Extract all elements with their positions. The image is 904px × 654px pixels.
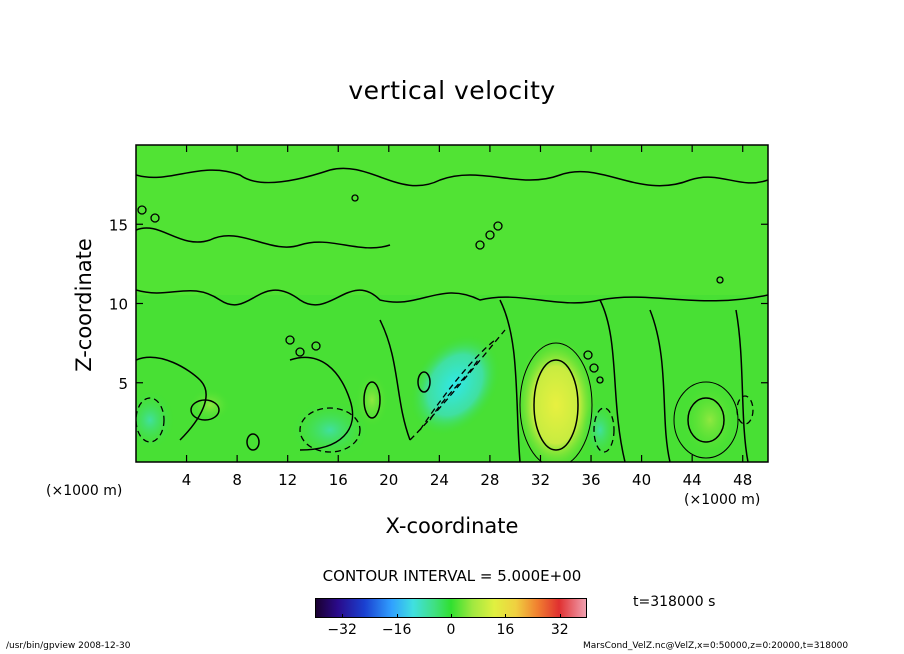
colorbar-tick-label: 16 bbox=[496, 622, 515, 638]
x-tick-label: 24 bbox=[430, 471, 449, 489]
x-tick-label: 32 bbox=[531, 471, 550, 489]
x-tick-label: 40 bbox=[632, 471, 651, 489]
contour-field bbox=[136, 145, 768, 462]
contour-interval: CONTOUR INTERVAL = 5.000E+00 bbox=[322, 567, 582, 585]
y-tick-label: 5 bbox=[118, 375, 128, 393]
x-tick-label: 44 bbox=[683, 471, 702, 489]
colorbar-tick-label: 0 bbox=[446, 622, 456, 638]
x-unit-left: (×1000 m) bbox=[46, 483, 123, 499]
footer-left: /usr/bin/gpview 2008-12-30 bbox=[6, 641, 131, 651]
x-tick-label: 28 bbox=[480, 471, 499, 489]
y-axis-label: Z-coordinate bbox=[72, 238, 96, 372]
colorbar-tick-mark bbox=[396, 614, 398, 618]
colorbar-tick-label: 32 bbox=[550, 622, 569, 638]
x-tick-label: 12 bbox=[278, 471, 297, 489]
x-tick-label: 8 bbox=[232, 471, 242, 489]
updraft-max bbox=[514, 335, 598, 462]
x-tick-label: 16 bbox=[329, 471, 348, 489]
x-tick-label: 36 bbox=[581, 471, 600, 489]
x-unit-right: (×1000 m) bbox=[684, 492, 761, 508]
colorbar-tick-mark bbox=[342, 614, 344, 618]
x-tick-label: 4 bbox=[182, 471, 192, 489]
x-tick-label: 48 bbox=[733, 471, 752, 489]
y-tick-label: 10 bbox=[109, 296, 128, 314]
chart-title: vertical velocity bbox=[348, 76, 556, 105]
colorbar-tick-mark bbox=[559, 614, 561, 618]
colorbar-tick-mark bbox=[451, 614, 452, 618]
colorbar-ticks: −32 −16 0 16 32 bbox=[315, 598, 587, 638]
time-label: t=318000 s bbox=[633, 594, 716, 610]
colorbar-tick-label: −32 bbox=[327, 622, 357, 638]
x-axis-label: X-coordinate bbox=[385, 514, 519, 538]
colorbar-tick-label: −16 bbox=[381, 622, 412, 638]
colorbar-tick-mark bbox=[505, 614, 507, 618]
downdraft-min bbox=[409, 334, 501, 436]
x-tick-label: 20 bbox=[379, 471, 398, 489]
footer-right: MarsCond_VelZ.nc@VelZ,x=0:50000,z=0:2000… bbox=[583, 641, 849, 651]
y-tick-label: 15 bbox=[109, 216, 128, 234]
